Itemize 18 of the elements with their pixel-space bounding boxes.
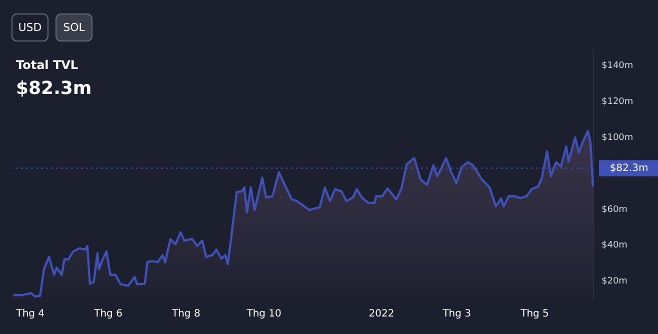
y-tick-label: $20m	[602, 276, 628, 287]
x-tick-label: Thg 8	[170, 308, 200, 320]
text: Total TVL	[16, 58, 78, 72]
text: $82.3m	[16, 78, 92, 99]
x-tick-label: Thg 6	[93, 308, 122, 320]
y-tick-label: $40m	[602, 240, 628, 251]
x-tick-label: 2022	[368, 308, 394, 320]
text: SOL	[63, 21, 86, 34]
x-tick-label: Thg 10	[246, 308, 282, 320]
y-tick-label: $120m	[602, 96, 634, 107]
x-tick-label: Thg 3	[442, 308, 472, 320]
text: USD	[18, 21, 42, 34]
x-tick-label: Thg 5	[520, 308, 549, 320]
y-tick-label: $60m	[602, 204, 628, 215]
ref-line-label: $82.3m	[610, 163, 648, 174]
y-tick-label: $140m	[602, 60, 634, 71]
x-tick-label: Thg 4	[15, 308, 45, 320]
y-tick-label: $100m	[602, 132, 634, 143]
